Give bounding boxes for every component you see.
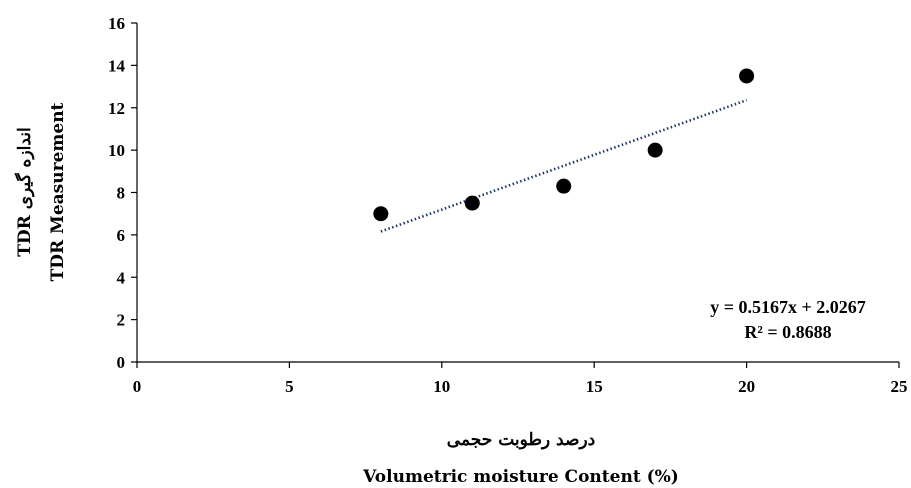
- data-point: [464, 195, 480, 211]
- x-tick-label: 20: [738, 377, 755, 396]
- data-point: [373, 206, 389, 222]
- x-tick-label: 25: [891, 377, 908, 396]
- y-tick-label: 14: [108, 56, 126, 75]
- x-axis-title-persian: درصد رطوبت حجمی: [447, 430, 595, 450]
- y-tick-label: 8: [117, 184, 126, 203]
- data-point: [647, 142, 663, 158]
- trendline-r-squared: R² = 0.8688: [744, 322, 831, 342]
- x-axis-title: Volumetric moisture Content (%): [362, 467, 679, 487]
- x-tick-label: 5: [285, 377, 294, 396]
- data-points: [373, 68, 755, 222]
- data-point: [739, 68, 755, 84]
- x-tick-label: 15: [586, 377, 603, 396]
- y-tick-label: 12: [108, 99, 125, 118]
- y-tick-label: 16: [108, 14, 125, 33]
- x-tick-label: 10: [433, 377, 450, 396]
- x-ticks: 0 5 10 15 20 25: [133, 362, 908, 396]
- y-axis-title: TDR Measurement: [48, 102, 68, 281]
- y-tick-label: 0: [117, 353, 126, 372]
- y-tick-label: 10: [108, 141, 125, 160]
- y-axis-title-persian: TDR اندازه گیری: [14, 127, 35, 257]
- trendline-group: [380, 98, 748, 233]
- y-tick-label: 2: [117, 311, 126, 330]
- y-ticks: 0 2 4 6 8 10 12 14 16: [108, 14, 137, 372]
- y-tick-label: 4: [117, 268, 126, 287]
- trendline: [380, 98, 748, 233]
- y-tick-label: 6: [117, 226, 126, 245]
- data-point: [556, 178, 572, 194]
- x-tick-label: 0: [133, 377, 142, 396]
- trendline-equation: y = 0.5167x + 2.0267: [710, 297, 866, 317]
